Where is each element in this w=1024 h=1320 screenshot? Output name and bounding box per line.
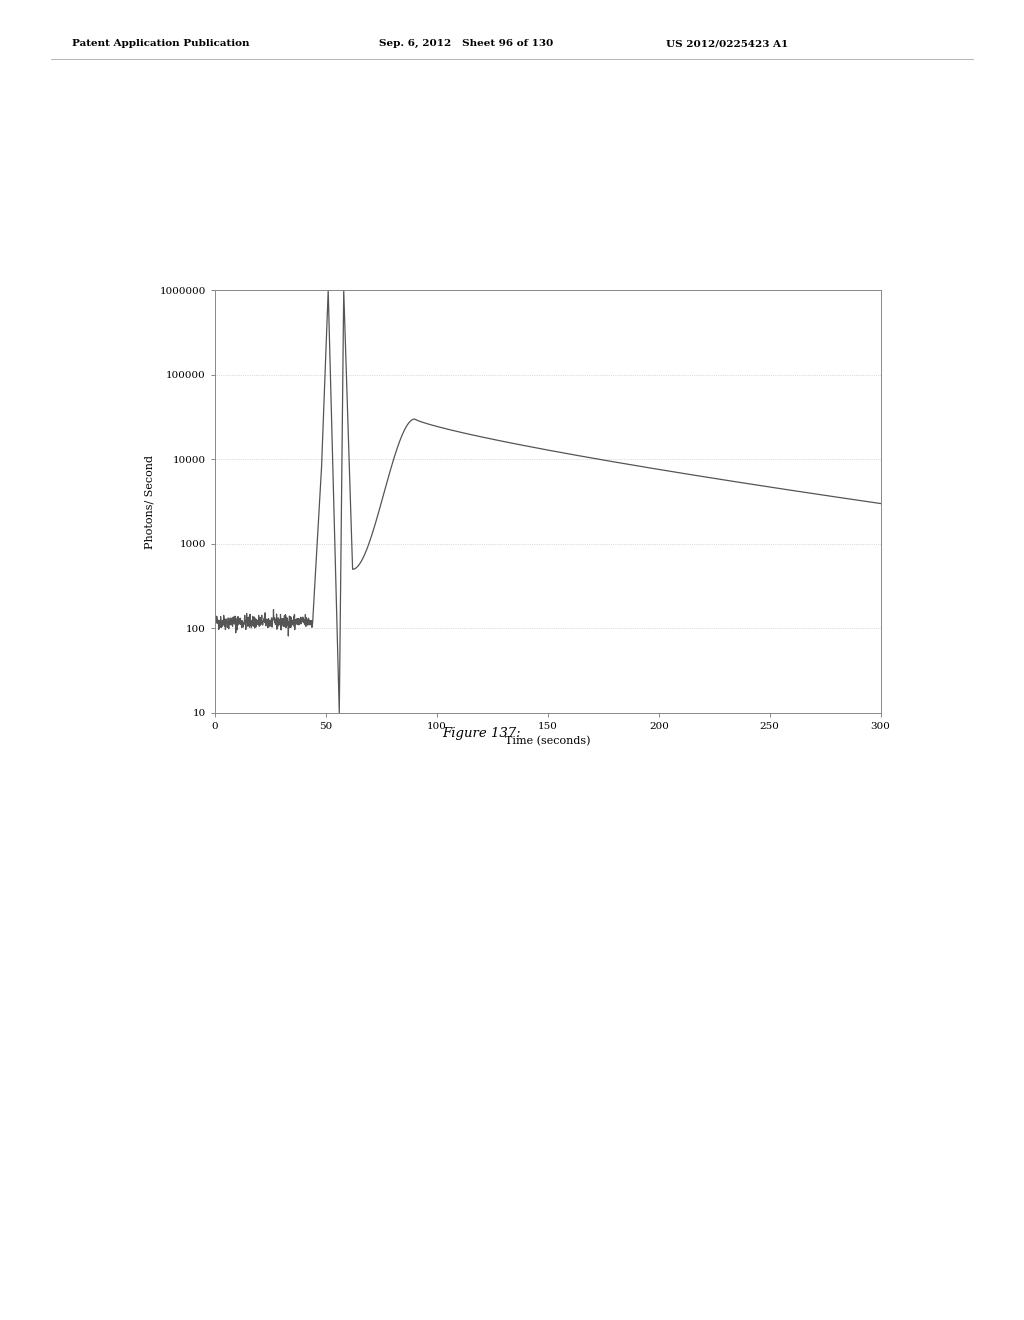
- Text: Sep. 6, 2012   Sheet 96 of 130: Sep. 6, 2012 Sheet 96 of 130: [379, 40, 553, 49]
- X-axis label: Time (seconds): Time (seconds): [505, 737, 591, 747]
- Text: Patent Application Publication: Patent Application Publication: [72, 40, 249, 49]
- Text: Figure 137:: Figure 137:: [442, 726, 520, 739]
- Text: US 2012/0225423 A1: US 2012/0225423 A1: [666, 40, 787, 49]
- Y-axis label: Photons/ Second: Photons/ Second: [144, 454, 154, 549]
